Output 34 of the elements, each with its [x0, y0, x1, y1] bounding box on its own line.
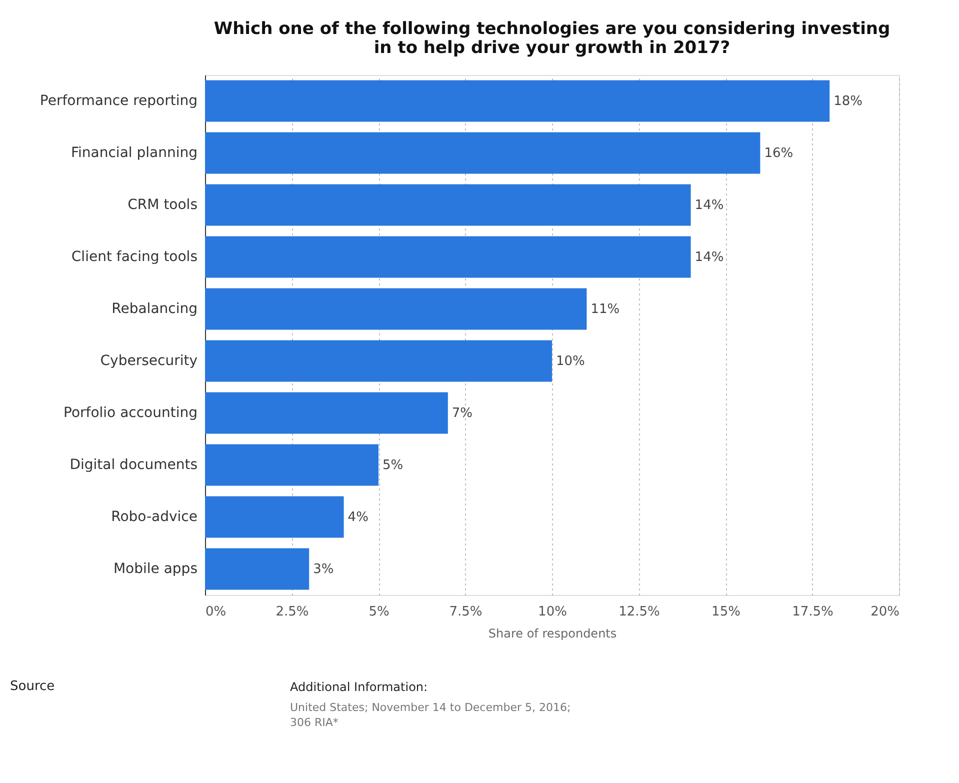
data-label: 3%: [313, 562, 334, 577]
text: United States; November 14 to December 5, 2016; 306 RIA*: [290, 701, 571, 729]
x-tick-label: 2.5%: [276, 604, 309, 620]
text: Additional Information:: [290, 680, 428, 694]
x-tick-label: 5%: [368, 604, 390, 620]
y-tick-label: CRM tools: [128, 197, 198, 213]
data-label: 7%: [452, 406, 473, 421]
y-tick-label: Cybersecurity: [100, 353, 198, 369]
y-tick-label: Performance reporting: [40, 93, 198, 109]
data-label: 5%: [382, 458, 404, 473]
chart-title: Which one of the following technologies are you considering investing in to help drive your growth in 2017?: [214, 19, 890, 58]
x-tick-label: 15%: [712, 604, 740, 620]
data-label: 14%: [694, 250, 724, 265]
y-tick-label: Rebalancing: [112, 301, 198, 317]
y-tick-label: Financial planning: [70, 145, 198, 161]
data-label: 14%: [694, 198, 724, 213]
data-label: 10%: [556, 354, 585, 369]
x-tick-label: 10%: [538, 604, 567, 620]
y-tick-label: Client facing tools: [71, 249, 198, 265]
x-axis-title: Share of respondents: [488, 626, 617, 640]
x-tick-label: 0%: [206, 604, 226, 620]
y-tick-label: Mobile apps: [113, 561, 198, 577]
x-tick-label: 20%: [870, 604, 900, 620]
data-label: 18%: [834, 94, 863, 109]
y-tick-label: Porfolio accounting: [64, 405, 198, 421]
x-tick-label: 7.5%: [449, 604, 482, 620]
data-label: 11%: [590, 302, 620, 317]
x-tick-label: 17.5%: [792, 604, 834, 620]
text: Source: [10, 679, 55, 694]
y-tick-label: Robo-advice: [111, 509, 198, 525]
data-label: 4%: [348, 510, 368, 525]
y-tick-label: Digital documents: [70, 457, 198, 473]
x-tick-label: 12.5%: [618, 604, 660, 620]
data-label: 16%: [764, 146, 794, 161]
